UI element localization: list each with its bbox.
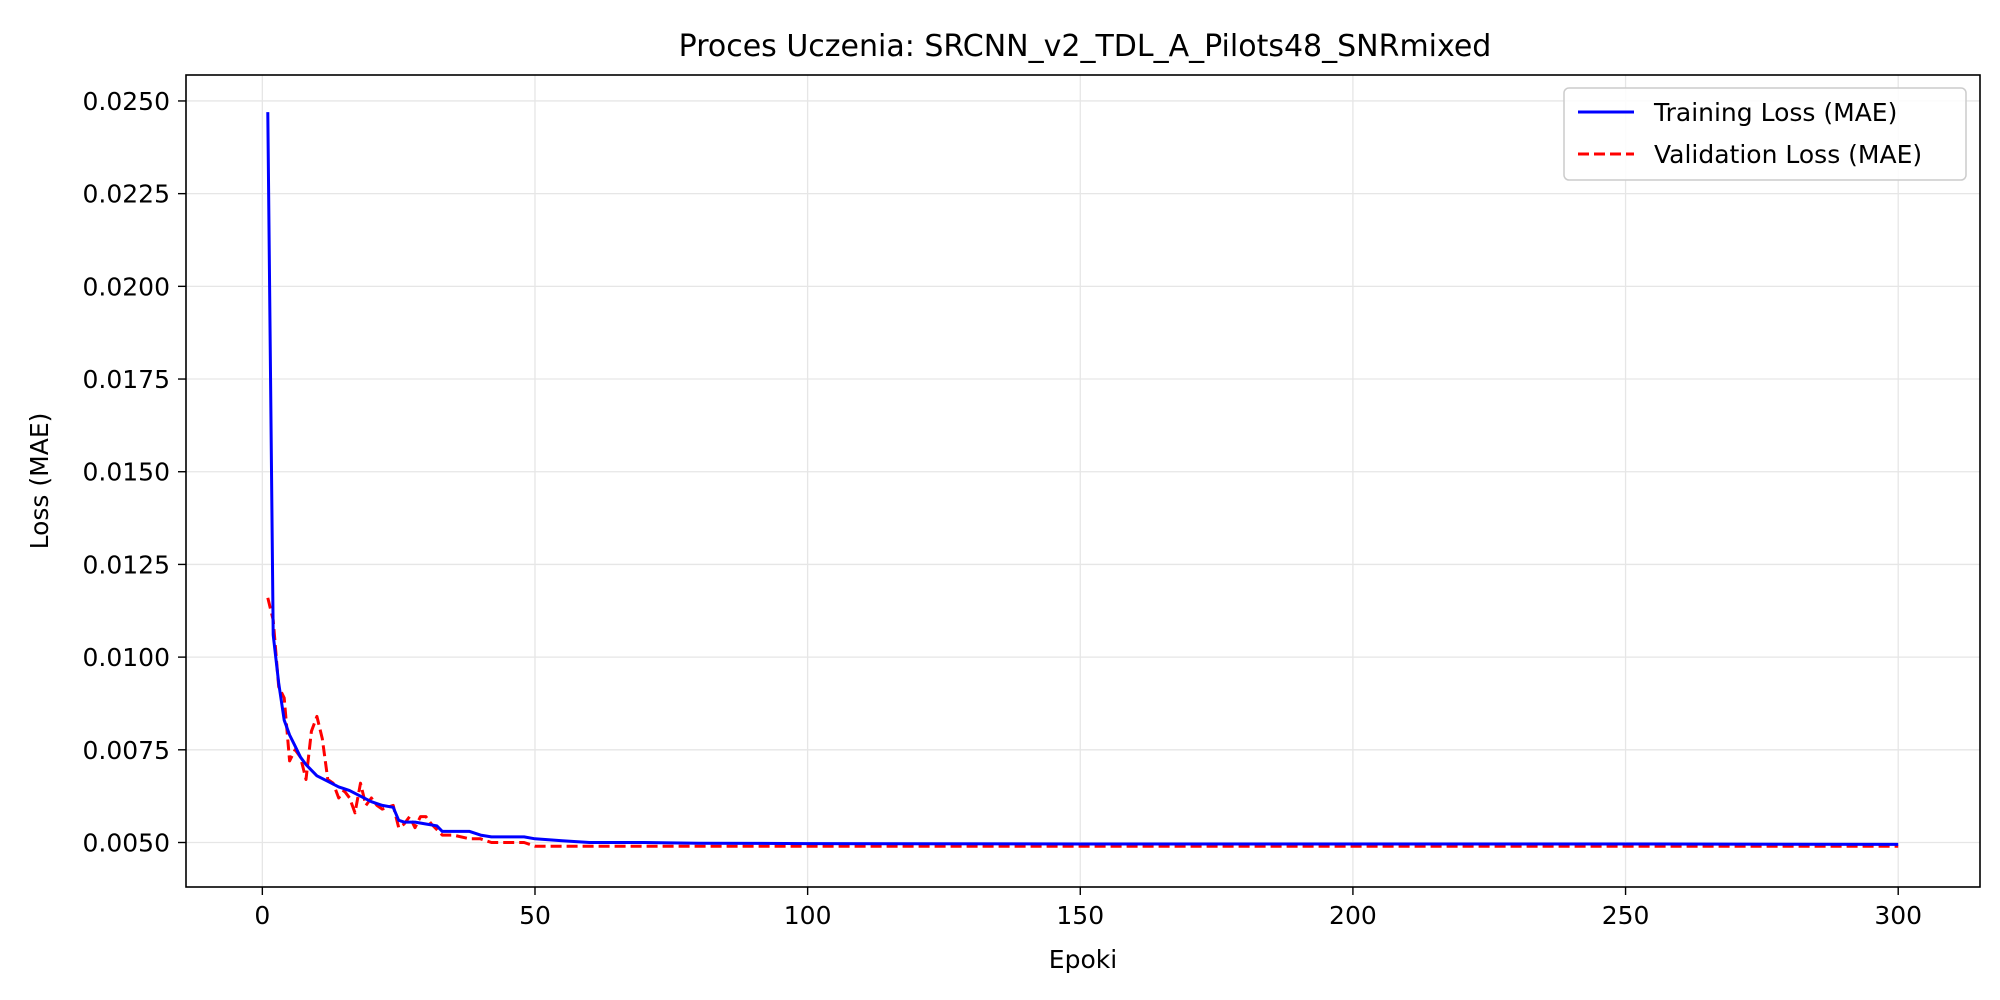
legend-frame bbox=[1563, 87, 1967, 181]
legend-label-validation: Validation Loss (MAE) bbox=[1654, 140, 1922, 169]
training-loss-line bbox=[266, 112, 1899, 846]
y-tick-label: 0.0100 bbox=[83, 643, 170, 672]
y-tick-label: 0.0225 bbox=[83, 180, 170, 209]
grid bbox=[186, 75, 1980, 887]
x-axis: 0 50 100 150 200 250 300 bbox=[254, 887, 1922, 930]
y-tick-label: 0.0075 bbox=[83, 736, 170, 765]
x-tick-label: 150 bbox=[1056, 901, 1104, 930]
legend-label-training: Training Loss (MAE) bbox=[1653, 98, 1897, 127]
chart-title: Proces Uczenia: SRCNN_v2_TDL_A_Pilots48_… bbox=[679, 29, 1492, 64]
validation-loss-line bbox=[266, 597, 1899, 848]
y-tick-label: 0.0125 bbox=[83, 550, 170, 579]
x-tick-label: 200 bbox=[1329, 901, 1377, 930]
x-tick-label: 50 bbox=[519, 901, 551, 930]
y-tick-label: 0.0050 bbox=[83, 829, 170, 858]
x-tick-label: 100 bbox=[784, 901, 832, 930]
x-tick-label: 300 bbox=[1874, 901, 1922, 930]
y-tick-label: 0.0200 bbox=[83, 272, 170, 301]
series-layer bbox=[266, 112, 1899, 848]
y-axis-title: Loss (MAE) bbox=[25, 413, 54, 550]
x-tick-label: 250 bbox=[1602, 901, 1650, 930]
x-axis-title: Epoki bbox=[1049, 945, 1117, 974]
y-tick-label: 0.0250 bbox=[83, 87, 170, 116]
plot-area bbox=[185, 74, 1981, 888]
y-tick-label: 0.0150 bbox=[83, 458, 170, 487]
x-tick-label: 0 bbox=[254, 901, 270, 930]
legend: Training Loss (MAE) Validation Loss (MAE… bbox=[1563, 87, 1967, 181]
y-axis: 0.0050 0.0075 0.0100 0.0125 0.0150 0.0175 0.02… bbox=[83, 87, 186, 858]
y-tick-label: 0.0175 bbox=[83, 365, 170, 394]
